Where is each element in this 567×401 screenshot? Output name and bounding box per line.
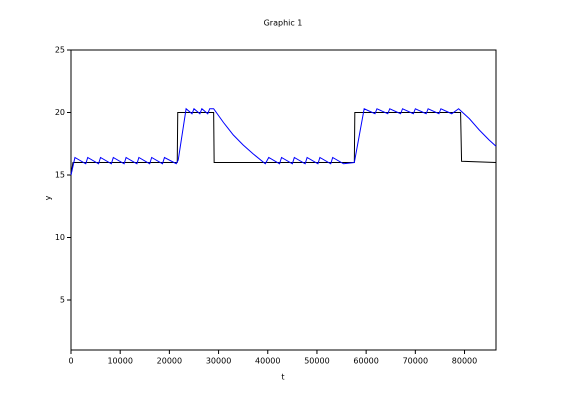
x-tick-label: 40000 <box>255 357 280 366</box>
y-tick-label: 5 <box>60 296 65 305</box>
series-line <box>70 107 497 176</box>
plot-frame <box>70 49 497 351</box>
chart-title: Graphic 1 <box>264 19 303 28</box>
x-tick-label: 80000 <box>452 357 477 366</box>
y-tick-label: 15 <box>55 171 65 180</box>
x-tick-label: 30000 <box>206 357 231 366</box>
y-axis-label: y <box>44 195 53 200</box>
y-tick-label: 10 <box>55 233 65 242</box>
x-tick-label: 70000 <box>403 357 428 366</box>
x-tick-label: 0 <box>68 357 73 366</box>
x-axis-label: t <box>281 373 284 382</box>
x-tick-label: 10000 <box>107 357 132 366</box>
series-line <box>70 112 497 176</box>
x-tick-label: 60000 <box>353 357 378 366</box>
x-tick-label: 50000 <box>304 357 329 366</box>
y-tick-label: 20 <box>55 108 65 117</box>
x-tick-label: 20000 <box>157 357 182 366</box>
y-tick-label: 25 <box>55 46 65 55</box>
